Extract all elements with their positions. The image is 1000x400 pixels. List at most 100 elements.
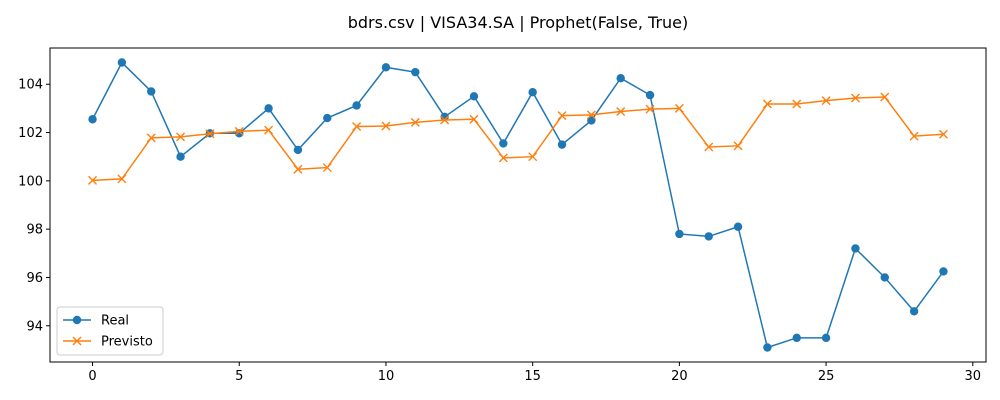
data-point-previsto bbox=[117, 174, 127, 184]
data-point-previsto bbox=[704, 142, 714, 152]
data-point-real bbox=[381, 63, 391, 72]
x-marker-stroke bbox=[528, 152, 538, 162]
legend-item-previsto: Previsto bbox=[63, 335, 153, 350]
chart-title: bdrs.csv | VISA34.SA | Prophet(False, Tr… bbox=[348, 13, 689, 32]
y-tick-label: 94 bbox=[26, 319, 43, 334]
data-point-previsto bbox=[938, 129, 948, 139]
data-point-real bbox=[147, 87, 156, 96]
data-point-previsto bbox=[410, 117, 420, 127]
data-point-real bbox=[880, 273, 889, 282]
x-marker-stroke bbox=[72, 336, 82, 346]
x-marker-stroke bbox=[762, 99, 772, 109]
data-point-real bbox=[763, 343, 772, 352]
data-point-previsto bbox=[322, 163, 332, 173]
x-tick-label: 30 bbox=[965, 369, 982, 384]
x-marker-stroke bbox=[850, 93, 860, 103]
x-tick-label: 5 bbox=[235, 369, 243, 384]
data-point-previsto bbox=[264, 125, 274, 135]
data-point-previsto bbox=[498, 153, 508, 163]
x-tick-label: 20 bbox=[671, 369, 688, 384]
x-marker-stroke bbox=[616, 107, 626, 117]
x-axis: 0 5 10 15 20 25 30 bbox=[88, 362, 981, 384]
x-marker-stroke bbox=[176, 132, 186, 142]
x-marker-stroke bbox=[880, 92, 890, 102]
data-point-real bbox=[821, 333, 831, 343]
legend-item-real: Real bbox=[63, 314, 129, 329]
legend-marker bbox=[72, 336, 82, 346]
data-point-real bbox=[411, 67, 420, 77]
x-marker-stroke bbox=[205, 129, 215, 139]
data-point-real bbox=[587, 116, 596, 125]
data-point-real bbox=[469, 92, 479, 101]
data-point-previsto bbox=[616, 107, 626, 117]
data-point-previsto bbox=[645, 104, 655, 114]
data-point-real bbox=[293, 145, 303, 155]
data-point-previsto bbox=[469, 114, 479, 124]
data-point-previsto bbox=[234, 126, 244, 136]
x-marker-stroke bbox=[293, 164, 303, 174]
data-point-real bbox=[352, 101, 361, 110]
data-point-previsto bbox=[909, 131, 919, 141]
x-marker-stroke bbox=[234, 126, 244, 136]
y-axis: 94 96 98 100 102 104 bbox=[18, 78, 50, 334]
x-marker-stroke bbox=[645, 104, 655, 114]
data-point-real bbox=[88, 115, 97, 124]
data-point-real bbox=[851, 244, 860, 253]
data-point-real bbox=[323, 113, 332, 123]
x-marker-stroke bbox=[264, 125, 274, 135]
legend-label: Real bbox=[101, 314, 129, 329]
x-marker-stroke bbox=[88, 175, 98, 185]
data-point-previsto bbox=[880, 92, 890, 102]
x-marker-stroke bbox=[821, 96, 831, 106]
data-point-real bbox=[733, 222, 743, 231]
series-layer bbox=[88, 58, 948, 352]
data-point-real bbox=[616, 73, 625, 83]
data-point-real bbox=[264, 104, 273, 113]
x-marker-stroke bbox=[498, 153, 508, 163]
series-line-real bbox=[91, 61, 945, 349]
data-point-previsto bbox=[733, 141, 743, 151]
data-point-real bbox=[117, 58, 127, 67]
data-point-previsto bbox=[792, 99, 802, 109]
x-marker-stroke bbox=[792, 99, 802, 109]
legend-marker bbox=[72, 315, 82, 325]
x-marker-stroke bbox=[674, 103, 684, 113]
x-marker-stroke bbox=[733, 141, 743, 151]
x-marker-stroke bbox=[440, 115, 450, 125]
x-marker-stroke bbox=[704, 142, 714, 152]
x-marker-stroke bbox=[938, 129, 948, 139]
data-point-real bbox=[645, 90, 655, 100]
data-point-previsto bbox=[381, 121, 391, 131]
data-point-real bbox=[909, 307, 919, 316]
data-point-real bbox=[528, 88, 537, 97]
data-point-previsto bbox=[176, 132, 186, 142]
data-point-real bbox=[704, 232, 713, 241]
data-point-previsto bbox=[205, 129, 215, 139]
series-line-previsto bbox=[92, 96, 944, 182]
data-point-real bbox=[557, 140, 567, 149]
x-tick-label: 10 bbox=[378, 369, 395, 384]
x-marker-stroke bbox=[410, 117, 420, 127]
x-marker-stroke bbox=[469, 114, 479, 124]
x-marker-stroke bbox=[381, 121, 391, 131]
y-tick-label: 96 bbox=[26, 271, 43, 286]
x-marker-stroke bbox=[586, 110, 596, 120]
x-tick-label: 0 bbox=[88, 369, 96, 384]
data-point-previsto bbox=[586, 110, 596, 120]
data-point-previsto bbox=[88, 175, 98, 185]
data-point-previsto bbox=[850, 93, 860, 103]
data-point-previsto bbox=[821, 96, 831, 106]
legend-label: Previsto bbox=[101, 335, 153, 350]
x-marker-stroke bbox=[557, 111, 567, 121]
x-tick-label: 25 bbox=[818, 369, 835, 384]
data-point-real bbox=[176, 152, 185, 161]
data-point-real bbox=[499, 139, 508, 148]
x-marker-stroke bbox=[352, 122, 362, 131]
plot-area bbox=[49, 47, 987, 363]
data-point-real bbox=[675, 229, 684, 239]
y-tick-label: 104 bbox=[18, 78, 43, 93]
data-point-previsto bbox=[440, 115, 450, 125]
data-point-previsto bbox=[528, 152, 538, 162]
x-tick-label: 15 bbox=[524, 369, 541, 384]
